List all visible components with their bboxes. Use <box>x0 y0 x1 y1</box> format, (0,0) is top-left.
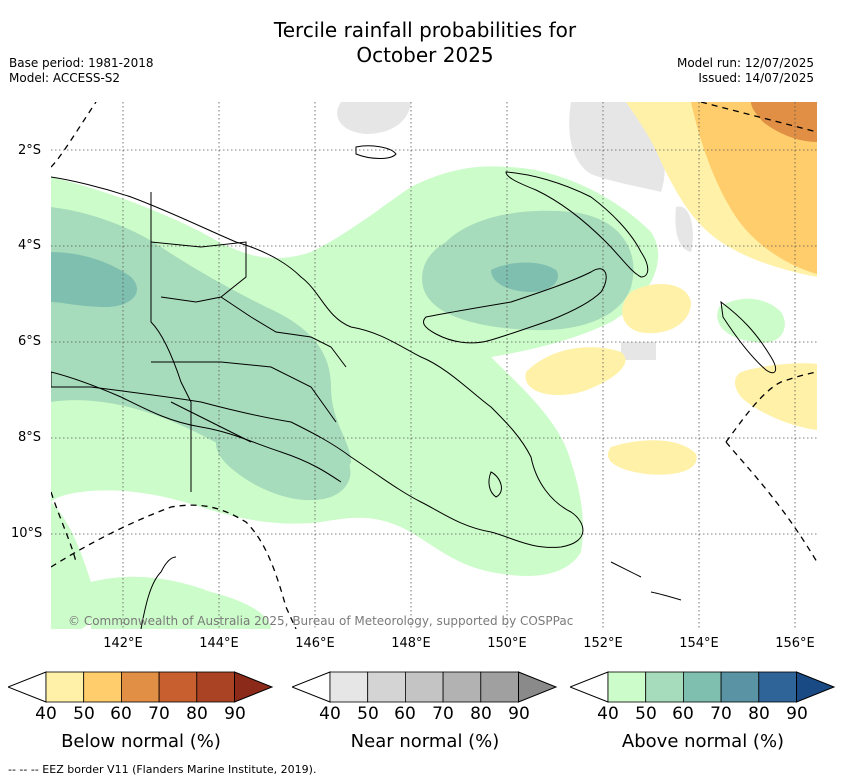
above-40-southwest <box>91 576 271 629</box>
colorbar-above-swatch <box>720 671 760 703</box>
below-50-northeast <box>691 102 817 274</box>
lon-label-146e: 146°E <box>295 636 335 651</box>
lon-label-154e: 154°E <box>679 636 719 651</box>
lon-label-152e: 152°E <box>583 636 623 651</box>
above-tick: 90 <box>786 704 808 724</box>
colorbar-below-title: Below normal (%) <box>61 731 221 752</box>
below-40-southeast <box>525 347 626 396</box>
colorbar-above-swatch <box>607 671 647 703</box>
colorbar-below-swatch <box>83 671 122 703</box>
near-tick: 80 <box>470 704 492 724</box>
lat-label-10s: 10°S <box>11 526 43 541</box>
below-40-east <box>622 283 691 334</box>
near-40-northeast <box>569 102 665 192</box>
model-run: Model run: 12/07/2025 <box>676 56 814 70</box>
near-40-ne2 <box>675 206 693 252</box>
below-tick: 80 <box>186 704 208 724</box>
colorbar-above-swatch <box>645 671 684 703</box>
below-40-far-east <box>735 363 817 430</box>
near-40-north <box>337 102 411 134</box>
base-period: Base period: 1981-2018 <box>9 56 154 70</box>
colorbar-above-title: Above normal (%) <box>621 731 785 752</box>
below-tick: 40 <box>35 704 57 724</box>
above-tick: 50 <box>635 704 657 724</box>
colorbar-near-swatch <box>442 671 482 703</box>
colorbar-above-under <box>570 671 609 703</box>
meta-right: Model run: 12/07/2025 Issued: 14/07/2025 <box>677 56 814 86</box>
colorbar-below-under <box>8 671 47 703</box>
coastlines <box>51 145 777 629</box>
colorbar-near-swatch <box>405 671 444 703</box>
colorbar-near-swatch <box>480 671 519 703</box>
lat-label-6s: 6°S <box>18 334 42 349</box>
near-tick: 90 <box>508 704 530 724</box>
model-name: Model: ACCESS-S2 <box>9 71 121 85</box>
above-tick: 60 <box>672 704 694 724</box>
colorbar-near-title: Near normal (%) <box>350 731 500 752</box>
colorbar-above-swatch <box>758 671 797 703</box>
map-title: Tercile rainfall probabilities for Octob… <box>0 18 850 68</box>
above-60-west <box>51 252 137 307</box>
colorbar-below-swatch <box>158 671 198 703</box>
eez-borders <box>51 102 817 629</box>
lon-label-150e: 150°E <box>487 636 527 651</box>
colorbar-below <box>8 671 274 703</box>
colorbar-near-swatch <box>367 671 406 703</box>
near-tick: 50 <box>357 704 379 724</box>
lon-label-148e: 148°E <box>391 636 431 651</box>
title-line-1: Tercile rainfall probabilities for <box>273 18 577 42</box>
lat-label-8s: 8°S <box>18 430 42 445</box>
near-tick: 40 <box>319 704 341 724</box>
colorbar-above-swatch <box>683 671 722 703</box>
above-tick: 40 <box>597 704 619 724</box>
eez-footnote: -- -- -- EEZ border V11 (Flanders Marine… <box>8 763 317 776</box>
colorbar-above-over <box>796 671 836 703</box>
above-tick: 70 <box>710 704 732 724</box>
below-tick: 90 <box>224 704 246 724</box>
near-tick: 70 <box>432 704 454 724</box>
colorbar-near-under <box>292 671 331 703</box>
meta-left: Base period: 1981-2018 Model: ACCESS-S2 <box>9 56 154 86</box>
colorbar-below-swatch <box>121 671 160 703</box>
lon-label-156e: 156°E <box>775 636 815 651</box>
above-40-east <box>717 298 785 343</box>
map-svg <box>51 102 817 629</box>
below-tick: 60 <box>110 704 132 724</box>
colorbar-below-swatch <box>45 671 85 703</box>
near-40-east-small <box>621 342 656 360</box>
map-panel <box>51 102 817 629</box>
colorbar-below-swatch <box>196 671 235 703</box>
lon-label-144e: 144°E <box>199 636 239 651</box>
below-40-south <box>607 440 697 475</box>
colorbar-above <box>570 671 836 703</box>
lat-label-4s: 4°S <box>18 238 42 253</box>
below-tick: 50 <box>73 704 95 724</box>
copyright-text: © Commonwealth of Australia 2025, Bureau… <box>68 614 574 628</box>
above-40-west <box>51 502 97 629</box>
colorbar-near-over <box>518 671 558 703</box>
lat-label-2s: 2°S <box>18 143 42 158</box>
near-tick: 60 <box>394 704 416 724</box>
below-60-northeast <box>751 102 817 142</box>
above-tick: 80 <box>748 704 770 724</box>
below-tick: 70 <box>148 704 170 724</box>
colorbar-below-over <box>234 671 274 703</box>
issued-date: Issued: 14/07/2025 <box>698 71 814 85</box>
colorbar-near <box>292 671 558 703</box>
above-60-east <box>491 262 559 292</box>
above-50-south <box>216 430 351 501</box>
title-line-2: October 2025 <box>356 43 494 67</box>
lon-label-142e: 142°E <box>103 636 143 651</box>
colorbar-near-swatch <box>329 671 369 703</box>
